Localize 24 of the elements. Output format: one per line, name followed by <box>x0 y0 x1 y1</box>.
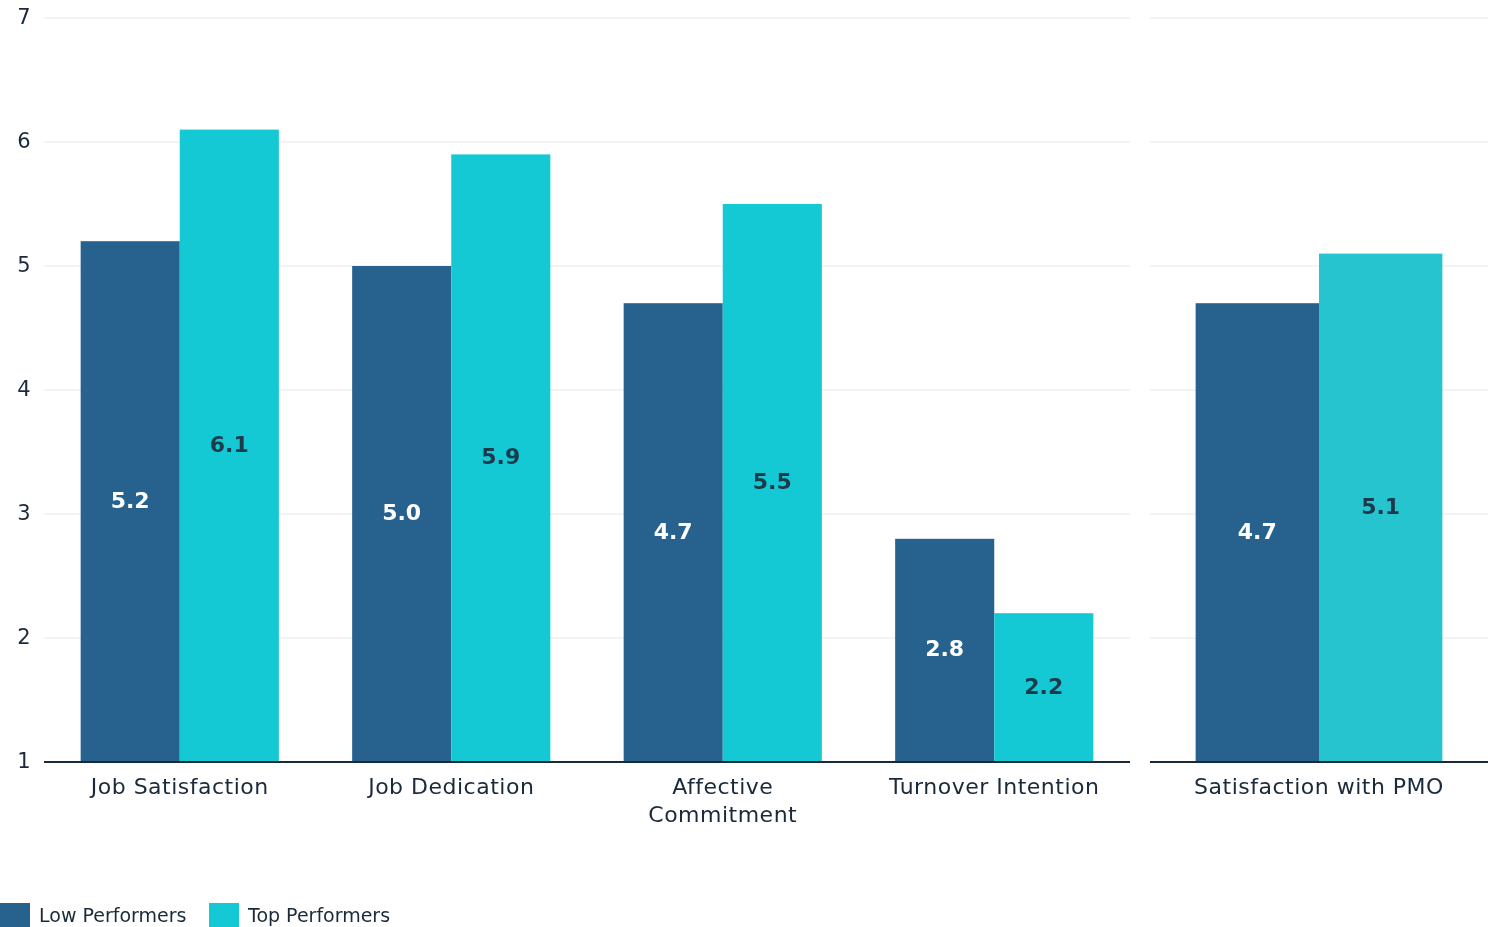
x-tick-label: Turnover Intention <box>888 774 1100 799</box>
data-label: 2.8 <box>925 636 965 662</box>
y-tick-label: 2 <box>17 625 31 649</box>
legend-label: Low Performers <box>39 903 187 926</box>
data-label: 6.1 <box>209 431 249 457</box>
y-tick-label: 4 <box>17 377 31 401</box>
data-label: 2.2 <box>1024 673 1064 699</box>
x-tick-label: Job Dedication <box>366 774 535 799</box>
data-label: 5.5 <box>752 469 792 494</box>
data-label: 5.0 <box>382 500 422 525</box>
y-tick-label: 5 <box>17 253 31 277</box>
legend-label: Top Performers <box>247 903 391 926</box>
x-tick-label: Job Satisfaction <box>88 774 269 799</box>
y-tick-label: 3 <box>17 501 31 525</box>
data-label: 5.2 <box>110 487 150 513</box>
data-label: 5.9 <box>481 444 521 470</box>
y-tick-label: 6 <box>17 129 31 153</box>
x-tick-label: Satisfaction with PMO <box>1194 774 1444 799</box>
x-tick-label: Affective Commitment <box>648 774 798 827</box>
data-label: 5.1 <box>1361 493 1401 519</box>
data-label: 4.7 <box>1237 518 1277 544</box>
y-tick-label: 7 <box>17 5 31 29</box>
data-label: 4.7 <box>653 518 693 544</box>
y-tick-label: 1 <box>17 749 31 773</box>
